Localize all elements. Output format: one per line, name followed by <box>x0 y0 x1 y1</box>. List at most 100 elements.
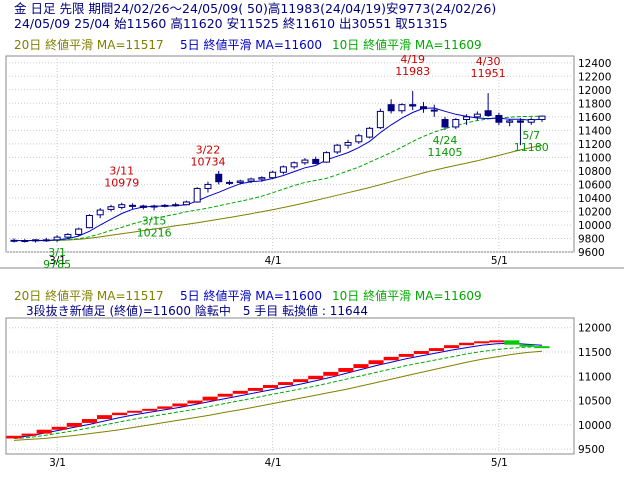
annotation-date: 4/24 <box>433 134 458 147</box>
annotation-value: 10979 <box>104 177 139 190</box>
break-brick <box>217 393 233 397</box>
break-brick <box>443 345 460 349</box>
top-y-tick-label: 11200 <box>578 139 611 151</box>
break-brick <box>308 375 324 380</box>
candle-body <box>269 171 277 179</box>
break-ma5-line <box>13 342 543 438</box>
bottom-x-tick-label: 5/1 <box>491 457 508 469</box>
candle-body <box>107 206 115 210</box>
legend-ma20-top: 20日 終値平滑 MA=11517 <box>14 37 164 52</box>
break-brick <box>459 342 475 346</box>
candle-body <box>64 233 72 238</box>
annotation-value: 10734 <box>190 156 225 169</box>
break-brick <box>278 382 294 386</box>
candle-body <box>258 177 266 180</box>
three-line-break-panel: 20日 終値平滑 MA=11517 5日 終値平滑 MA=11600 10日 終… <box>5 288 611 469</box>
candle-body <box>322 152 330 163</box>
candle-body <box>247 178 255 182</box>
break-brick <box>51 426 67 430</box>
candle-body <box>387 104 395 112</box>
top-x-tick-label: 4/1 <box>265 255 282 267</box>
annotation-value: 11983 <box>395 65 430 78</box>
ma20-line <box>13 144 543 242</box>
top-y-tick-label: 10800 <box>578 166 611 178</box>
candle-body <box>118 204 126 208</box>
candle-body <box>172 204 180 207</box>
candle-body <box>150 205 158 208</box>
bottom-y-tick-label: 12000 <box>578 323 611 335</box>
annotation-date: 3/1 <box>48 246 66 259</box>
candle-body <box>376 110 384 129</box>
break-ma20-line <box>13 350 543 441</box>
break-brick <box>36 429 52 434</box>
break-brick <box>127 410 143 413</box>
candle-body <box>32 239 40 242</box>
bottom-y-tick-label: 10000 <box>578 420 611 432</box>
break-brick <box>21 433 37 436</box>
annotation-value: 11951 <box>471 67 506 80</box>
break-brick <box>112 412 128 416</box>
candlestick-y-axis: 9600980010000102001040010600108001100011… <box>578 58 611 259</box>
annotation-value: 9785 <box>43 258 71 271</box>
top-y-tick-label: 12200 <box>578 71 611 83</box>
break-brick <box>96 415 113 420</box>
candle-body <box>452 119 460 128</box>
break-y-axis: 9500 10000 10500 11000 11500 12000 <box>578 323 611 456</box>
top-y-tick-label: 10400 <box>578 193 611 205</box>
candle-body <box>236 180 244 183</box>
header-line1: 金 日足 先限 期間24/02/26～24/05/09( 50)高11983(2… <box>14 1 496 16</box>
break-brick <box>157 406 173 409</box>
top-x-tick-label: 3/1 <box>49 255 66 267</box>
candle-body <box>42 239 50 242</box>
top-y-tick-label: 11400 <box>578 125 611 137</box>
bottom-y-tick-label: 11000 <box>578 371 611 383</box>
header-bg <box>0 0 624 32</box>
break-brick <box>293 379 309 383</box>
candle-body <box>344 142 352 146</box>
candle-body <box>53 236 61 241</box>
bottom-y-tick-label: 10500 <box>578 396 611 408</box>
candle-body <box>10 239 18 242</box>
annotation-value: 11405 <box>428 146 463 159</box>
break-x-axis: 3/1 4/1 5/1 <box>49 457 508 469</box>
candle-body <box>85 215 93 229</box>
bottom-y-tick-label: 11500 <box>578 347 611 359</box>
candle-body <box>226 181 234 184</box>
header-line2: 24/05/09 25/04 始11560 高11620 安11525 終116… <box>14 16 448 31</box>
annotation-value: 10216 <box>137 226 172 239</box>
break-brick <box>142 408 158 411</box>
bottom-x-tick-label: 3/1 <box>49 457 66 469</box>
candle-body <box>516 120 524 123</box>
break-ma-lines <box>13 342 543 441</box>
candle-body <box>301 159 309 164</box>
annotation-date: 3/22 <box>196 144 221 157</box>
legend-ma5-top: 5日 終値平滑 MA=11600 <box>180 37 322 52</box>
candle-body <box>441 119 449 128</box>
candle-body <box>506 120 514 123</box>
top-y-tick-label: 12000 <box>578 85 611 97</box>
candle-body <box>75 228 83 235</box>
legend-ma5-bottom: 5日 終値平滑 MA=11600 <box>180 288 322 303</box>
candle-body <box>366 127 374 138</box>
candle-body <box>312 158 320 164</box>
candle-body <box>538 115 546 121</box>
candle-body <box>473 113 481 118</box>
candlestick-series <box>10 90 546 243</box>
break-ma10-line <box>13 346 543 439</box>
legend-ma10-top: 10日 終値平滑 MA=11609 <box>332 37 482 52</box>
break-brick <box>534 346 550 349</box>
candle-body <box>204 183 212 189</box>
top-y-tick-label: 11000 <box>578 152 611 164</box>
break-brick <box>413 351 429 354</box>
break-brick <box>187 400 203 404</box>
legend-ma20-bottom: 20日 終値平滑 MA=11517 <box>14 288 164 303</box>
candle-body <box>193 187 201 203</box>
top-y-tick-label: 12400 <box>578 58 611 70</box>
candle-body <box>430 109 438 112</box>
candle-body <box>463 116 471 121</box>
break-brick <box>66 422 82 427</box>
top-y-tick-label: 9600 <box>578 247 605 259</box>
candle-body <box>21 240 29 243</box>
candle-body <box>161 204 169 207</box>
